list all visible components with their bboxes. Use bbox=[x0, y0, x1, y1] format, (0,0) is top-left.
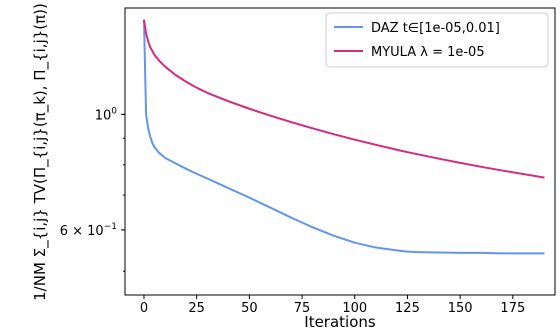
x-tick-label: 75 bbox=[294, 301, 311, 316]
series-line-1 bbox=[142, 19, 545, 179]
x-tick-label: 125 bbox=[395, 301, 420, 316]
x-tick-label: 150 bbox=[448, 301, 473, 316]
y-tick-label: 100 bbox=[95, 106, 118, 123]
legend-label-myula: MYULA λ = 1e-05 bbox=[371, 45, 485, 60]
x-tick-label: 100 bbox=[342, 301, 367, 316]
y-axis: 100 6 × 10−1 bbox=[60, 106, 125, 272]
legend-box bbox=[325, 12, 549, 68]
plot-area bbox=[124, 7, 556, 296]
y-axis-label: 1/NM Σ_{i,j} TV(Π_{i,j}(π_k), Π_{i,j}(π)… bbox=[31, 3, 50, 301]
x-axis-label: Iterations bbox=[304, 313, 376, 331]
x-tick-label: 175 bbox=[500, 301, 525, 316]
x-tick-label: 50 bbox=[241, 301, 258, 316]
y-tick-label: 6 × 10−1 bbox=[60, 222, 117, 239]
legend: DAZ t∈[1e-05,0.01] MYULA λ = 1e-05 bbox=[325, 12, 549, 68]
series-line-0 bbox=[142, 19, 545, 255]
x-tick-label: 25 bbox=[188, 301, 205, 316]
plot-frame bbox=[124, 7, 556, 296]
legend-label-daz: DAZ t∈[1e-05,0.01] bbox=[371, 21, 500, 36]
series-layer bbox=[142, 19, 545, 255]
x-tick-label: 0 bbox=[140, 301, 148, 316]
x-axis: 0 25 50 75 100 125 150 175 bbox=[140, 295, 525, 316]
